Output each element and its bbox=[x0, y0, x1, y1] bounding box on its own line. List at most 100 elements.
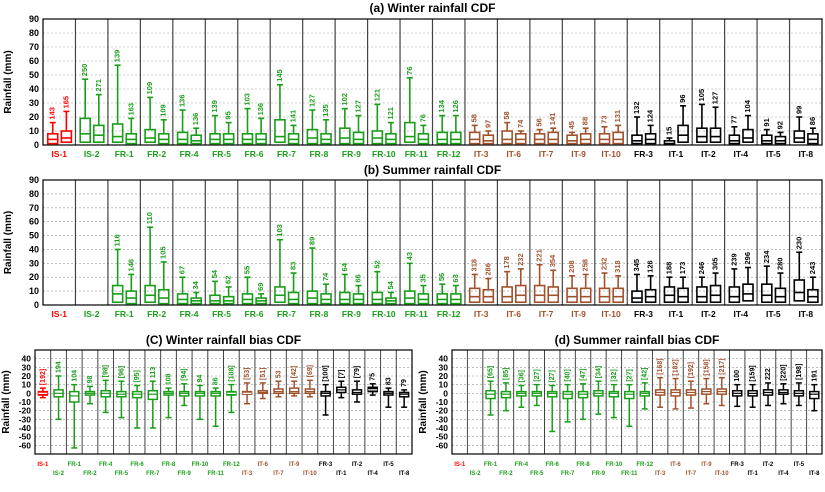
summer-cdf-annotation: 54 bbox=[386, 280, 395, 289]
summer-bias-annotation: [198] bbox=[796, 364, 803, 380]
summer-cdf-annotation: 318 bbox=[470, 259, 479, 272]
summer-bias-annotation: [40] bbox=[565, 369, 572, 381]
winter-cdf-box bbox=[450, 131, 462, 145]
summer-cdf-ytick: 10 bbox=[29, 286, 39, 296]
winter-cdf-annotation: 124 bbox=[646, 109, 655, 122]
summer-cdf-annotation: 296 bbox=[743, 252, 752, 265]
winter-cdf-annotation: 15 bbox=[664, 127, 673, 135]
summer-bias-annotation: [85] bbox=[503, 367, 510, 379]
summer-bias-label: IT-3 bbox=[655, 471, 666, 477]
summer-bias-label: FR-4 bbox=[515, 462, 529, 468]
winter-cdf-annotation: 97 bbox=[483, 120, 492, 128]
winter-bias-box bbox=[147, 389, 159, 401]
winter-bias-label: FR-3 bbox=[319, 462, 333, 468]
winter-cdf-frame bbox=[42, 18, 823, 146]
winter-cdf-annotation: 141 bbox=[548, 113, 557, 126]
summer-bias-ytick: 20 bbox=[439, 371, 449, 381]
summer-bias-annotation: [217] bbox=[719, 358, 726, 374]
summer-cdf-annotation: 146 bbox=[126, 259, 135, 272]
winter-cdf-annotation: 109 bbox=[145, 82, 154, 95]
summer-cdf-box bbox=[631, 290, 643, 304]
winter-cdf-annotation: 45 bbox=[567, 121, 576, 129]
winter-cdf-annotation: 77 bbox=[729, 115, 738, 123]
winter-bias-ytick: 40 bbox=[22, 354, 32, 364]
summer-cdf-box bbox=[612, 287, 624, 304]
summer-bias-ytick: 10 bbox=[439, 380, 449, 390]
winter-bias-annotation: 53 bbox=[275, 370, 282, 378]
summer-cdf-box bbox=[144, 284, 156, 304]
summer-cdf-group-label: IT-7 bbox=[539, 309, 554, 319]
winter-cdf-title: (a) Winter rainfall CDF bbox=[370, 1, 496, 15]
winter-cdf-box bbox=[761, 134, 773, 145]
winter-cdf-box bbox=[339, 127, 351, 145]
summer-bias-label: FR-6 bbox=[546, 462, 560, 468]
summer-cdf-group-label: FR-6 bbox=[245, 309, 264, 319]
winter-cdf-annotation: 127 bbox=[353, 100, 362, 113]
winter-cdf-annotation: 271 bbox=[94, 79, 103, 92]
winter-bias-annotation: 75 bbox=[370, 373, 377, 381]
summer-cdf-box bbox=[371, 291, 384, 305]
winter-cdf-ylabel: Rainfall (mm) bbox=[3, 50, 14, 113]
summer-bias-label: FR-5 bbox=[530, 471, 544, 477]
winter-bias-label: IT-8 bbox=[399, 471, 410, 477]
winter-cdf-group-label: IT-7 bbox=[539, 149, 554, 159]
winter-cdf-box bbox=[547, 131, 560, 145]
summer-cdf-annotation: 232 bbox=[600, 258, 609, 271]
summer-cdf-group-label: FR-2 bbox=[147, 309, 166, 319]
winter-bias-label: FR-12 bbox=[223, 462, 240, 468]
summer-bias-annotation: [220] bbox=[780, 364, 787, 380]
winter-cdf-box bbox=[79, 117, 91, 144]
winter-cdf-annotation: 145 bbox=[275, 69, 284, 82]
winter-cdf-annotation: 99 bbox=[794, 106, 803, 114]
winter-bias-annotation: 108 bbox=[166, 373, 173, 385]
summer-bias-label: IT-7 bbox=[686, 471, 697, 477]
summer-cdf-frame bbox=[42, 179, 823, 306]
summer-cdf-annotation: 232 bbox=[516, 253, 525, 266]
winter-cdf-annotation: 131 bbox=[613, 110, 622, 123]
winter-cdf-annotation: 136 bbox=[178, 94, 187, 107]
winter-bias-label: IT-9 bbox=[289, 462, 300, 468]
summer-cdf-annotation: 74 bbox=[321, 272, 330, 281]
summer-cdf-annotation: 188 bbox=[664, 262, 673, 275]
winter-bias-frame bbox=[34, 349, 413, 455]
summer-cdf-box bbox=[501, 286, 513, 304]
winter-bias-annotation: 113 bbox=[150, 367, 157, 378]
summer-cdf-annotation: 280 bbox=[775, 258, 784, 271]
winter-cdf-annotation: 132 bbox=[632, 101, 641, 114]
summer-bias-annotation: [159] bbox=[750, 365, 757, 381]
winter-cdf-annotation: 135 bbox=[321, 104, 330, 117]
winter-cdf-group-label: FR-9 bbox=[342, 149, 361, 159]
winter-bias-ytick: -30 bbox=[19, 414, 32, 424]
winter-bias-label: FR-6 bbox=[130, 462, 144, 468]
summer-cdf-group-label: FR-5 bbox=[212, 309, 231, 319]
winter-bias-annotation: 86 bbox=[213, 377, 220, 385]
winter-bias-annotation: [7] bbox=[338, 370, 345, 379]
winter-cdf-annotation: 58 bbox=[470, 114, 479, 122]
winter-cdf-annotation: 102 bbox=[340, 93, 349, 106]
winter-cdf-group-label: IT-1 bbox=[669, 149, 684, 159]
winter-cdf-box bbox=[190, 134, 203, 145]
winter-cdf-box bbox=[677, 124, 689, 144]
winter-bias-label: IT-3 bbox=[242, 471, 253, 477]
winter-bias-label: IS-1 bbox=[37, 462, 49, 468]
summer-cdf-annotation: 34 bbox=[191, 280, 200, 289]
summer-cdf-annotation: 246 bbox=[697, 262, 706, 275]
winter-cdf-ytick: 40 bbox=[29, 84, 39, 94]
winter-cdf-box bbox=[696, 127, 708, 143]
summer-cdf-ytick: 50 bbox=[29, 231, 39, 241]
winter-bias-annotation: [98] bbox=[103, 365, 110, 377]
winter-bias-label: IT-4 bbox=[368, 471, 379, 477]
winter-bias-ytick: 20 bbox=[22, 371, 32, 381]
winter-cdf-group-label: FR-6 bbox=[245, 149, 264, 159]
summer-cdf-box bbox=[793, 279, 806, 302]
summer-cdf-annotation: 305 bbox=[711, 258, 720, 271]
winter-bias-label: IT-2 bbox=[352, 462, 363, 468]
winter-cdf-group-label: IT-4 bbox=[734, 149, 749, 159]
winter-cdf-group-label: IS-2 bbox=[84, 149, 100, 159]
summer-cdf-box bbox=[709, 284, 722, 304]
summer-cdf-annotation: 35 bbox=[418, 274, 427, 282]
summer-cdf-group-label: IS-1 bbox=[51, 309, 67, 319]
summer-cdf-annotation: 345 bbox=[632, 259, 641, 272]
summer-cdf-annotation: 83 bbox=[289, 262, 298, 270]
winter-bias-ytick: -10 bbox=[19, 397, 32, 407]
